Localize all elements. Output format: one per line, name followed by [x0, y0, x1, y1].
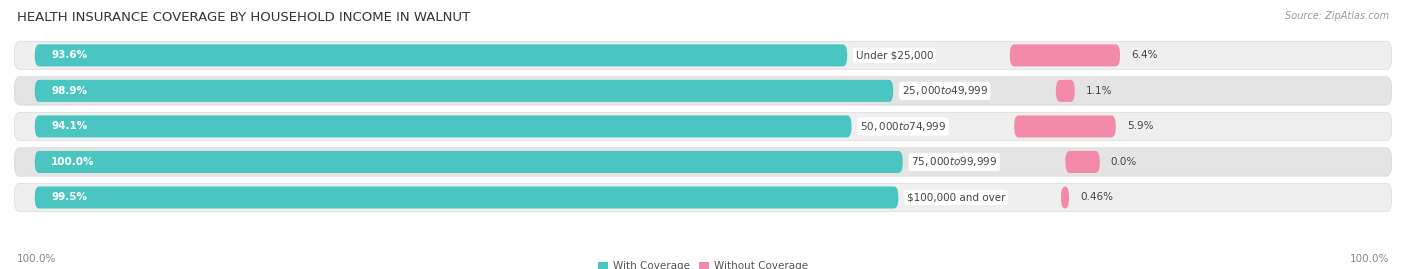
Text: 93.6%: 93.6%: [51, 50, 87, 60]
Text: Source: ZipAtlas.com: Source: ZipAtlas.com: [1285, 11, 1389, 21]
Text: HEALTH INSURANCE COVERAGE BY HOUSEHOLD INCOME IN WALNUT: HEALTH INSURANCE COVERAGE BY HOUSEHOLD I…: [17, 11, 470, 24]
FancyBboxPatch shape: [14, 112, 1392, 141]
Text: 100.0%: 100.0%: [17, 254, 56, 264]
Text: $50,000 to $74,999: $50,000 to $74,999: [860, 120, 946, 133]
FancyBboxPatch shape: [1014, 115, 1116, 137]
FancyBboxPatch shape: [1010, 44, 1121, 66]
FancyBboxPatch shape: [1056, 80, 1074, 102]
Text: Under $25,000: Under $25,000: [855, 50, 934, 60]
Text: 99.5%: 99.5%: [51, 193, 87, 203]
FancyBboxPatch shape: [1062, 186, 1069, 208]
FancyBboxPatch shape: [14, 77, 1392, 105]
FancyBboxPatch shape: [35, 151, 903, 173]
FancyBboxPatch shape: [14, 183, 1392, 212]
Text: 6.4%: 6.4%: [1130, 50, 1157, 60]
Text: 0.46%: 0.46%: [1080, 193, 1114, 203]
FancyBboxPatch shape: [35, 44, 848, 66]
Text: 100.0%: 100.0%: [1350, 254, 1389, 264]
Text: 0.0%: 0.0%: [1111, 157, 1137, 167]
Text: 98.9%: 98.9%: [51, 86, 87, 96]
Text: 5.9%: 5.9%: [1126, 121, 1153, 132]
Text: 1.1%: 1.1%: [1085, 86, 1112, 96]
Text: $25,000 to $49,999: $25,000 to $49,999: [901, 84, 988, 97]
FancyBboxPatch shape: [1066, 151, 1099, 173]
FancyBboxPatch shape: [14, 148, 1392, 176]
FancyBboxPatch shape: [35, 115, 852, 137]
Legend: With Coverage, Without Coverage: With Coverage, Without Coverage: [593, 257, 813, 269]
Text: 100.0%: 100.0%: [51, 157, 94, 167]
Text: 94.1%: 94.1%: [51, 121, 87, 132]
Text: $100,000 and over: $100,000 and over: [907, 193, 1005, 203]
FancyBboxPatch shape: [35, 80, 893, 102]
FancyBboxPatch shape: [14, 41, 1392, 70]
Text: $75,000 to $99,999: $75,000 to $99,999: [911, 155, 997, 168]
FancyBboxPatch shape: [35, 186, 898, 208]
